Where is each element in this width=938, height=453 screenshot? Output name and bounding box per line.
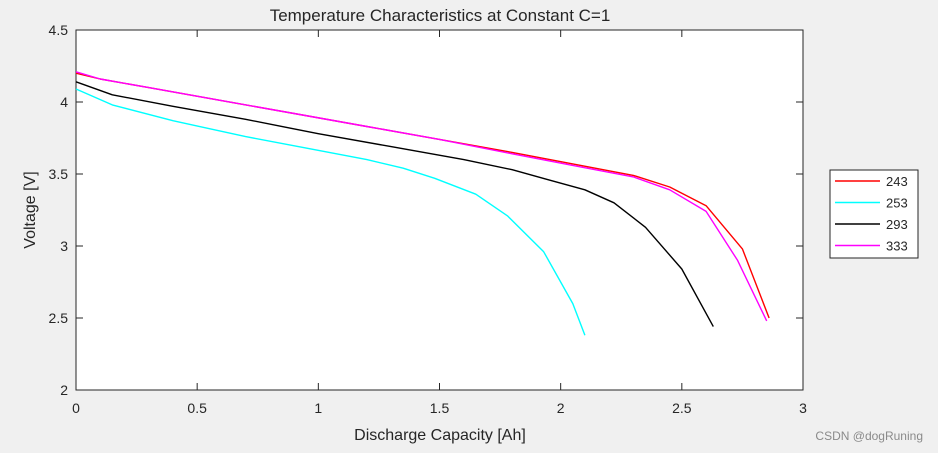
y-tick-label: 2 <box>60 382 68 398</box>
legend[interactable]: 243 253 293 333 <box>829 169 919 259</box>
series-line-333 <box>75 71 768 322</box>
x-tick-label: 0 <box>72 400 80 416</box>
x-tick-label: 2 <box>557 400 565 416</box>
y-tick-label: 2.5 <box>49 310 69 326</box>
watermark: CSDN @dogRuning <box>815 429 923 443</box>
x-tick-label: 2.5 <box>672 400 692 416</box>
y-tick-label: 3.5 <box>49 166 69 182</box>
x-axis-label: Discharge Capacity [Ah] <box>354 427 526 444</box>
y-tick-label: 4 <box>60 94 68 110</box>
legend-entries: 243 253 293 333 <box>835 174 908 254</box>
series-line-253 <box>75 88 586 336</box>
x-axis: 0 0.5 1 1.5 2 2.5 3 <box>72 30 807 416</box>
series-line-293 <box>75 81 714 327</box>
y-axis-label: Voltage [V] <box>22 171 39 248</box>
y-axis: 2 2.5 3 3.5 4 4.5 <box>49 22 803 398</box>
legend-box <box>829 169 919 259</box>
legend-label-253: 253 <box>886 196 908 211</box>
x-tick-label: 0.5 <box>187 400 207 416</box>
legend-label-243: 243 <box>886 174 908 189</box>
legend-label-333: 333 <box>886 239 908 254</box>
y-tick-label: 4.5 <box>49 22 69 38</box>
chart-title: Temperature Characteristics at Constant … <box>270 6 611 25</box>
x-tick-label: 1 <box>314 400 322 416</box>
legend-label-293: 293 <box>886 217 908 232</box>
y-tick-label: 3 <box>60 238 68 254</box>
x-tick-label: 1.5 <box>430 400 450 416</box>
x-tick-label: 3 <box>799 400 807 416</box>
plot-area <box>75 29 804 391</box>
series-lines <box>75 71 770 336</box>
